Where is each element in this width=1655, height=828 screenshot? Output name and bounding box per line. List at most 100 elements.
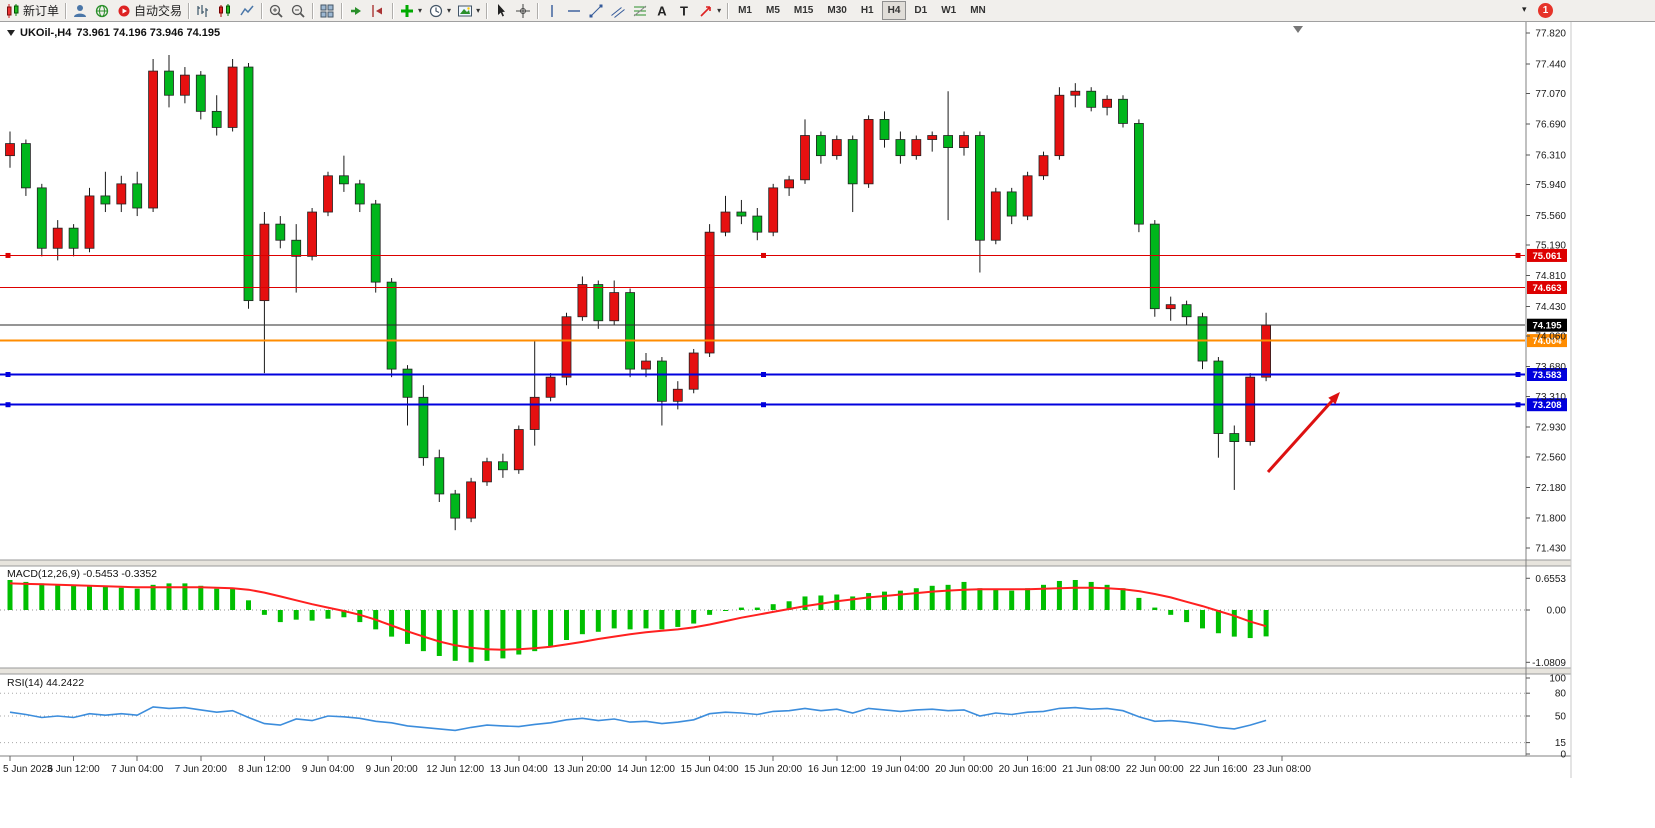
macd-histogram-bar: [182, 583, 188, 610]
person-icon: [74, 4, 87, 17]
line-handle[interactable]: [761, 252, 766, 258]
candle-bull: [1102, 98, 1112, 108]
channel-icon: [611, 6, 625, 18]
candle-bull: [513, 429, 524, 471]
community-button[interactable]: [91, 1, 113, 21]
pane-separator[interactable]: [0, 560, 1571, 566]
macd-histogram-bar: [850, 596, 856, 610]
text-button[interactable]: A: [651, 1, 673, 21]
channel-button[interactable]: [607, 1, 629, 21]
candle-bull: [148, 70, 159, 209]
candle-bear: [593, 284, 604, 322]
timeframe-w1-button[interactable]: W1: [941, 5, 957, 16]
timeframe-m30-button[interactable]: M30: [827, 5, 847, 16]
arrows-button[interactable]: ▾: [695, 1, 724, 21]
line-handle[interactable]: [5, 372, 11, 377]
notification-badge[interactable]: 1: [1538, 3, 1553, 18]
chart-shift-marker[interactable]: [1293, 26, 1303, 33]
chart-canvas[interactable]: 75.061 74.663 74.195 74.004 73.583 73.208 77.8…: [0, 22, 1655, 778]
candle-bull: [1261, 324, 1271, 378]
trend-arrow-head[interactable]: [1328, 392, 1340, 405]
accounts-button[interactable]: [69, 1, 91, 21]
time-axis-label: 7 Jun 20:00: [175, 764, 228, 775]
candle-bear: [1086, 90, 1097, 108]
chart-shift-button[interactable]: [367, 1, 389, 21]
vertical-line-button[interactable]: [541, 1, 563, 21]
time-axis-label: 8 Jun 12:00: [238, 764, 291, 775]
dropdown-arrow-icon[interactable]: ▾: [476, 6, 481, 15]
indicators-button[interactable]: ▾: [396, 1, 425, 21]
crosshair-button[interactable]: [512, 1, 534, 21]
trend-arrow-annotation[interactable]: [1266, 395, 1338, 474]
candle-bull: [1022, 175, 1033, 217]
line-handle[interactable]: [5, 402, 11, 408]
line-handle[interactable]: [1515, 402, 1521, 408]
fibonacci-button[interactable]: [629, 1, 651, 21]
macd-histogram-bar: [102, 586, 108, 610]
macd-axis-label: 0.6553: [1535, 574, 1566, 585]
line-handle[interactable]: [5, 252, 11, 258]
text-label-button[interactable]: T: [673, 1, 695, 21]
timeframe-d1-button[interactable]: D1: [914, 5, 928, 16]
cursor-icon: [498, 3, 506, 16]
candle-bear: [450, 493, 461, 519]
candle-bull: [482, 461, 492, 483]
zoom-out-button[interactable]: [287, 1, 309, 21]
timeframe-m1-button[interactable]: M1: [738, 5, 752, 16]
candle-bull: [688, 352, 699, 390]
text-icon: A: [657, 3, 667, 18]
macd-histogram-bar: [691, 610, 697, 624]
dropdown-arrow-icon[interactable]: ▾: [418, 6, 423, 15]
chart-menu-triangle-icon[interactable]: [7, 30, 15, 36]
dropdown-arrow-icon[interactable]: ▾: [717, 6, 722, 15]
line-handle[interactable]: [1515, 252, 1521, 258]
candle-bear: [434, 457, 445, 495]
price-axis-label: 71.430: [1535, 543, 1566, 554]
new-order-button[interactable]: 新订单: [2, 1, 62, 21]
bar-chart-button[interactable]: [192, 1, 214, 21]
timeframe-m15-button[interactable]: M15: [793, 5, 814, 16]
template-icon: [458, 5, 473, 16]
horizontal-line-button[interactable]: [563, 1, 585, 21]
price-tag-label: 73.583: [1532, 370, 1561, 381]
candlestick-chart-button[interactable]: [214, 1, 236, 21]
timeframe-mn-button[interactable]: MN: [970, 5, 986, 16]
pane-separator[interactable]: [0, 668, 1571, 674]
zoom-in-button[interactable]: [265, 1, 287, 21]
macd-histogram-bar: [961, 581, 967, 610]
dropdown-arrow-icon[interactable]: ▾: [447, 6, 452, 15]
macd-histogram-bar: [1072, 579, 1078, 610]
price-axis-label: 72.180: [1535, 483, 1566, 494]
candle-bear: [1118, 98, 1128, 124]
candle-bull: [52, 227, 63, 249]
periods-button[interactable]: ▾: [425, 1, 454, 21]
time-axis-label: 13 Jun 04:00: [490, 764, 548, 775]
timeframe-h1-button[interactable]: H1: [860, 5, 874, 16]
toolbar-overflow-chevron[interactable]: ▾: [1522, 4, 1527, 14]
macd-histogram-bar: [643, 610, 649, 629]
candle-bear: [195, 74, 206, 112]
line-handle[interactable]: [761, 402, 766, 408]
line-handle[interactable]: [761, 372, 766, 377]
chart-background: [0, 22, 1571, 778]
bars-icon: [197, 4, 209, 17]
price-axis-label: 75.190: [1535, 241, 1566, 252]
tile-windows-button[interactable]: [316, 1, 338, 21]
rsi-axis-label: 100: [1549, 674, 1566, 685]
timeframe-m5-button[interactable]: M5: [766, 5, 780, 16]
auto-scroll-button[interactable]: [345, 1, 367, 21]
candle-bear: [1197, 316, 1208, 362]
candle-bull: [561, 316, 572, 378]
timeframe-h4-button[interactable]: H4: [881, 1, 907, 20]
candle-bull: [831, 139, 842, 157]
trendline-button[interactable]: [585, 1, 607, 21]
line-chart-button[interactable]: [236, 1, 258, 21]
macd-histogram-bar: [993, 589, 999, 610]
cursor-button[interactable]: [490, 1, 512, 21]
auto-trading-button[interactable]: 自动交易: [113, 1, 185, 21]
line-handle[interactable]: [1515, 372, 1521, 377]
templates-button[interactable]: ▾: [454, 1, 483, 21]
candle-bull: [800, 135, 810, 181]
macd-histogram-bar: [1104, 584, 1110, 610]
svg-text:A: A: [657, 3, 667, 18]
